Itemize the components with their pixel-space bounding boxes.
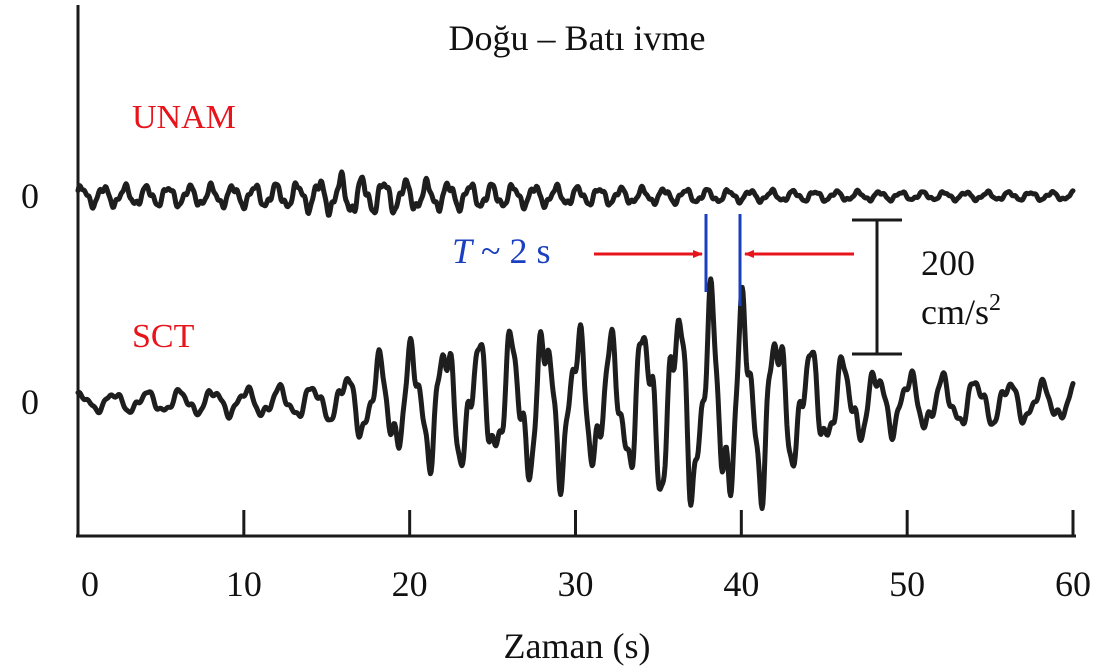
x-tick-labels: 0 10 20 30 40 50 60 (81, 564, 1091, 604)
series-trace-unam (75, 169, 1076, 218)
baseline-label-unam: 0 (21, 176, 39, 216)
scale-bar (852, 218, 902, 356)
x-tick-label-0: 0 (81, 564, 99, 604)
scale-unit-base: cm/s (921, 292, 989, 332)
x-tick-label-50: 50 (889, 564, 925, 604)
series-label-unam: UNAM (132, 99, 236, 136)
x-tick-label-30: 30 (558, 564, 594, 604)
scale-value: 200 (921, 243, 975, 283)
x-tick-label-10: 10 (226, 564, 262, 604)
scale-unit: cm/s2 (921, 290, 1001, 332)
series-label-sct: SCT (132, 318, 195, 355)
x-tick-label-40: 40 (723, 564, 759, 604)
period-annotation: T ~ 2 s (452, 231, 551, 271)
x-ticks (76, 510, 1075, 536)
x-tick-label-20: 20 (392, 564, 428, 604)
x-axis-label: Zaman (s) (504, 626, 651, 666)
chart-title: Doğu – Batı ivme (449, 18, 706, 58)
period-symbol: T (452, 231, 475, 271)
baseline-label-sct: 0 (21, 382, 39, 422)
period-text: ~ 2 s (472, 231, 551, 271)
scale-unit-superscript: 2 (989, 290, 1001, 316)
series-trace-sct (75, 276, 1076, 511)
x-tick-label-60: 60 (1055, 564, 1091, 604)
